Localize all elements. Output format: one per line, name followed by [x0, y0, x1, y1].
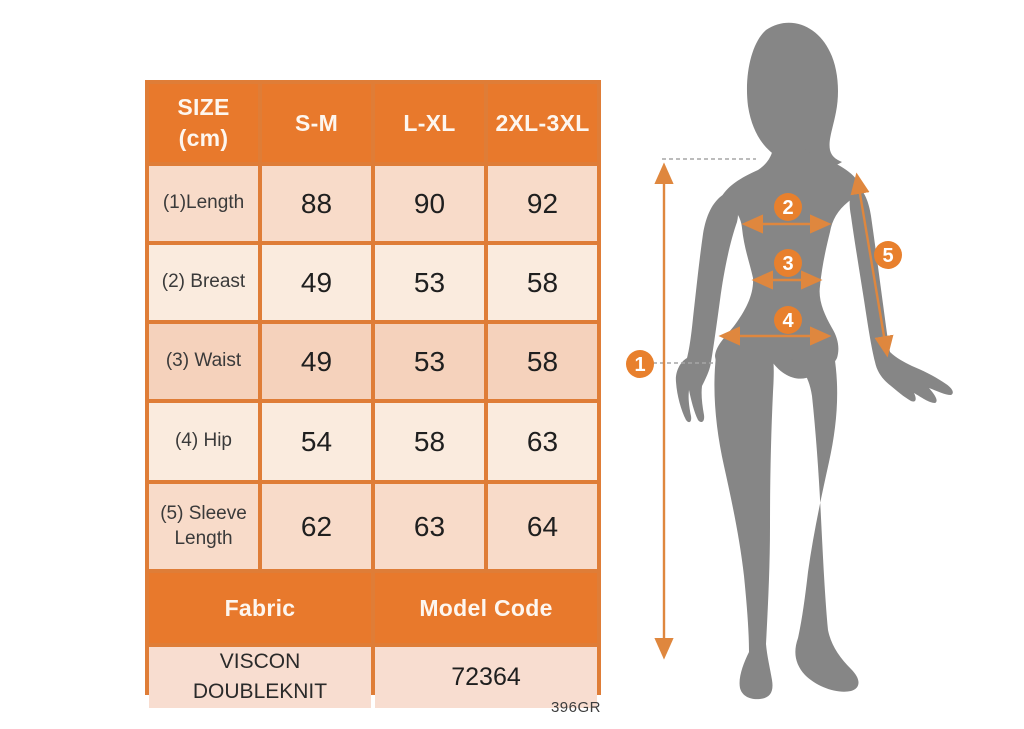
- size-table: SIZE (cm) S-M L-XL 2XL-3XL (1)Length 88 …: [145, 80, 601, 708]
- column-header-s-m: S-M: [262, 84, 371, 162]
- value-sleeve-s-m: 62: [262, 484, 371, 569]
- value-breast-2xl-3xl: 58: [488, 245, 597, 320]
- row-label-length: (1)Length: [149, 166, 258, 241]
- marker-circle-3: [774, 249, 802, 277]
- fabric-value-line2: DOUBLEKNIT: [192, 680, 328, 704]
- column-header-l-xl: L-XL: [375, 84, 484, 162]
- marker-label-4: 4: [782, 310, 794, 332]
- value-breast-l-xl: 53: [375, 245, 484, 320]
- value-sleeve-2xl-3xl: 64: [488, 484, 597, 569]
- model-code-value-cell: 72364: [375, 647, 597, 708]
- marker-5: 5: [874, 241, 902, 269]
- measurement-diagram: 1 2 3 4 5: [626, 22, 953, 700]
- body-silhouette: [675, 22, 953, 700]
- value-waist-l-xl: 53: [375, 324, 484, 399]
- size-header-line2: (cm): [178, 125, 229, 151]
- weight-note: 396GR: [550, 699, 601, 716]
- model-code-header-cell: Model Code: [375, 573, 597, 643]
- silhouette-left-arm: [675, 194, 738, 423]
- marker-1: 1: [626, 350, 654, 378]
- marker-label-5: 5: [882, 245, 893, 267]
- fabric-value-cell: VISCON DOUBLEKNIT: [149, 647, 371, 708]
- marker-circle-1: [626, 350, 654, 378]
- marker-label-1: 1: [634, 354, 645, 376]
- marker-circle-4: [774, 306, 802, 334]
- fabric-header-cell: Fabric: [149, 573, 371, 643]
- measurement-line-sleeve: [850, 172, 894, 358]
- silhouette-head: [746, 22, 842, 167]
- row-label-breast: (2) Breast: [149, 245, 258, 320]
- marker-circle-5: [874, 241, 902, 269]
- value-hip-s-m: 54: [262, 403, 371, 480]
- marker-2: 2: [774, 193, 802, 221]
- marker-4: 4: [774, 306, 802, 334]
- row-label-sleeve-length: (5) Sleeve Length: [149, 484, 258, 569]
- marker-3: 3: [774, 249, 802, 277]
- marker-label-2: 2: [782, 197, 793, 219]
- value-hip-l-xl: 58: [375, 403, 484, 480]
- silhouette-left-leg: [714, 356, 774, 700]
- value-length-s-m: 88: [262, 166, 371, 241]
- value-length-2xl-3xl: 92: [488, 166, 597, 241]
- silhouette-right-leg: [780, 354, 859, 692]
- marker-label-3: 3: [782, 253, 793, 275]
- column-header-2xl-3xl: 2XL-3XL: [488, 84, 597, 162]
- marker-circle-2: [774, 193, 802, 221]
- value-waist-s-m: 49: [262, 324, 371, 399]
- row-label-waist: (3) Waist: [149, 324, 258, 399]
- fabric-value-line1: VISCON: [219, 650, 301, 673]
- size-header-line1: SIZE: [177, 93, 230, 120]
- row-label-hip: (4) Hip: [149, 403, 258, 480]
- value-length-l-xl: 90: [375, 166, 484, 241]
- value-hip-2xl-3xl: 63: [488, 403, 597, 480]
- value-waist-2xl-3xl: 58: [488, 324, 597, 399]
- size-header-cell: SIZE (cm): [149, 84, 258, 162]
- value-breast-s-m: 49: [262, 245, 371, 320]
- value-sleeve-l-xl: 63: [375, 484, 484, 569]
